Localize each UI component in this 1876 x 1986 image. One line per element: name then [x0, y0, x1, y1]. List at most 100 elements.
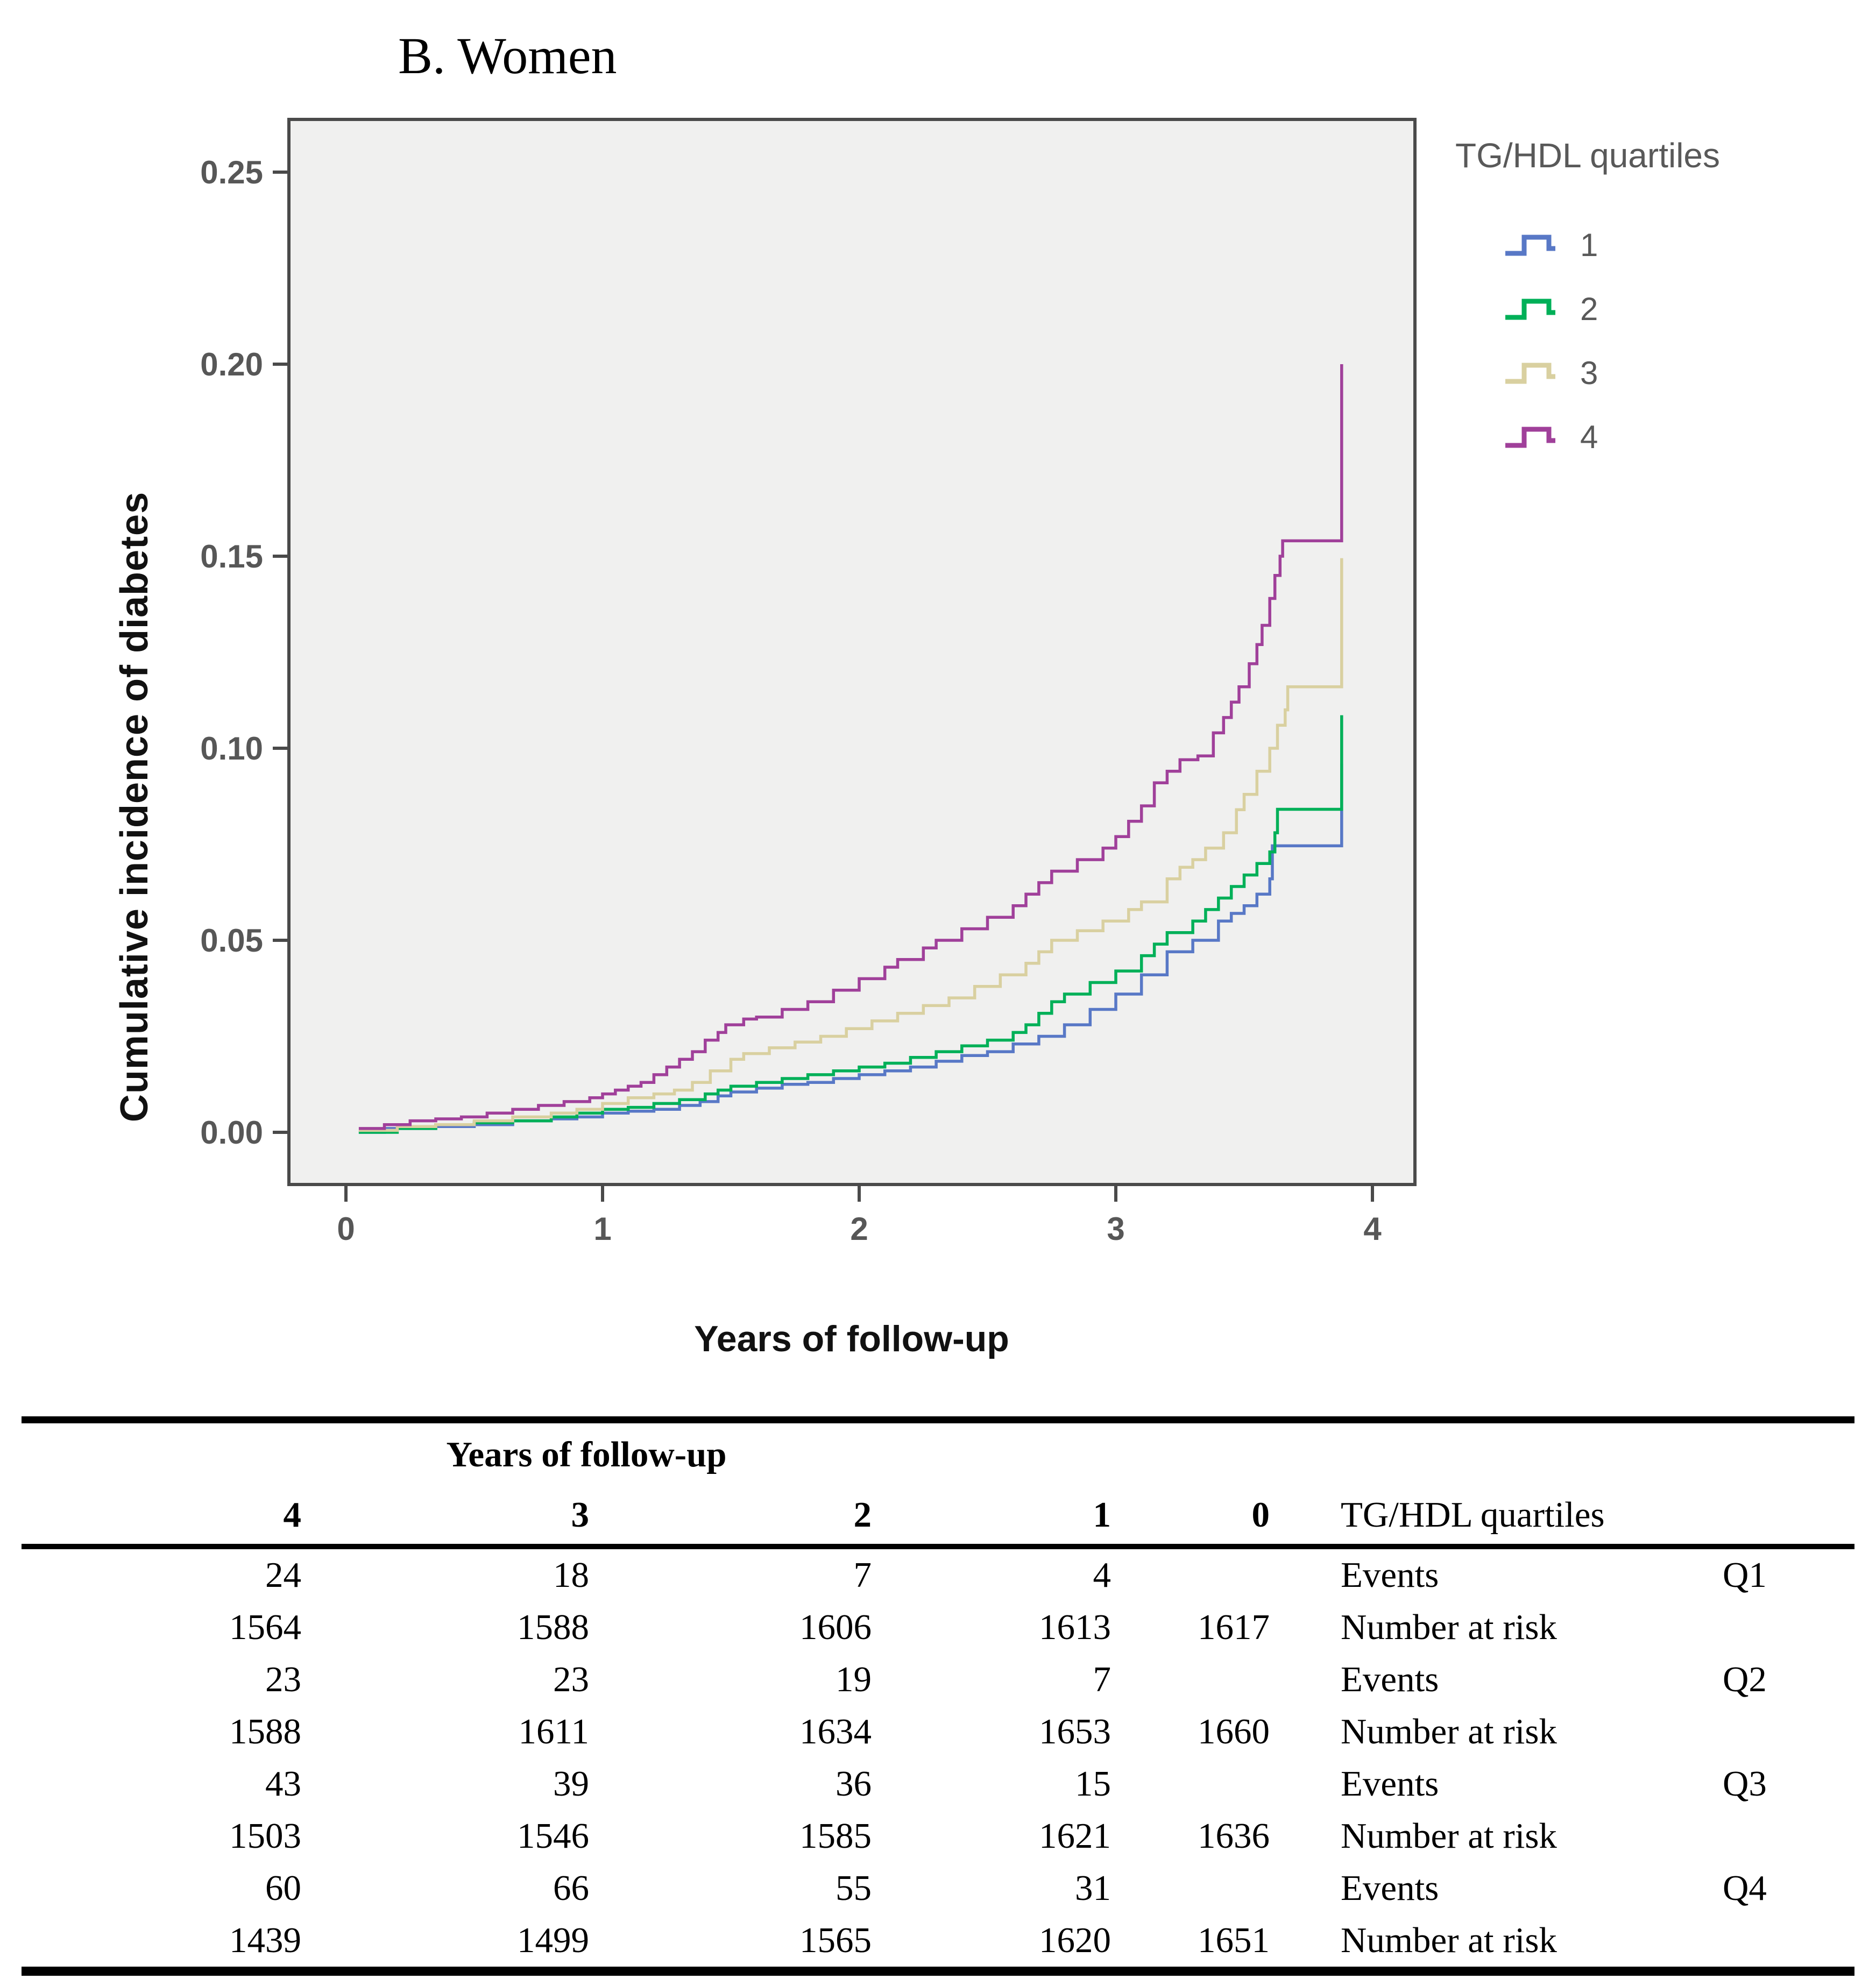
spacer-cell [1270, 1420, 1700, 1486]
y-tick-label: 0.15 [200, 538, 263, 574]
legend-item-label: 3 [1580, 355, 1598, 391]
row-label-cell: Number at risk [1341, 1607, 1557, 1647]
legend-item-label: 4 [1580, 419, 1598, 455]
table-row: 1439 1499 1565 1620 1651 Number at risk [22, 1914, 1854, 1971]
panel-title: B. Women [398, 27, 617, 84]
row-label-cell: Events [1341, 1764, 1439, 1804]
value-cell: 1620 [1039, 1920, 1111, 1960]
column-header-1: 1 [1093, 1494, 1112, 1535]
years-of-follow-up-header: Years of follow-up [446, 1434, 727, 1474]
column-header-tg-hdl-quartiles: TG/HDL quartiles [1341, 1494, 1605, 1535]
x-tick-label: 3 [1107, 1211, 1124, 1247]
series-line-quartile-3 [358, 558, 1343, 1132]
legend-title: TG/HDL quartiles [1455, 136, 1720, 175]
plot-area [287, 118, 1417, 1186]
value-cell: 1565 [799, 1920, 872, 1960]
quartile-label-cell [1700, 1706, 1854, 1758]
value-cell: 1439 [229, 1920, 301, 1960]
legend-item-quartile-2: 2 [1503, 277, 1720, 341]
series-line-quartile-2 [358, 715, 1343, 1134]
table-row: 43 39 36 15 Events Q3 [22, 1758, 1854, 1810]
value-cell: 36 [836, 1764, 872, 1804]
series-line-quartile-1 [358, 763, 1343, 1134]
value-cell: 1621 [1039, 1816, 1111, 1856]
column-header-2: 2 [853, 1494, 872, 1535]
quartile-label-cell [1700, 1914, 1854, 1971]
value-cell: 1660 [1198, 1712, 1270, 1751]
y-tick-label: 0.05 [200, 923, 263, 959]
quartile-label-cell [1700, 1601, 1854, 1654]
legend-item-quartile-3: 3 [1503, 341, 1720, 405]
table-row: 1588 1611 1634 1653 1660 Number at risk [22, 1706, 1854, 1758]
value-cell: 1653 [1039, 1712, 1111, 1751]
value-cell: 1634 [799, 1712, 872, 1751]
y-axis-title: Cumulative incidence of diabetes [113, 491, 156, 1123]
row-label-cell: Number at risk [1341, 1920, 1557, 1960]
table-row: 23 23 19 7 Events Q2 [22, 1654, 1854, 1706]
table-row: 1564 1588 1606 1613 1617 Number at risk [22, 1601, 1854, 1654]
legend-item-label: 1 [1580, 227, 1598, 263]
row-label-cell: Events [1341, 1868, 1439, 1908]
x-tick-label: 1 [593, 1211, 611, 1247]
step-line-icon [1505, 363, 1555, 384]
value-cell: 1611 [518, 1712, 589, 1751]
table-column-header-row: 4 3 2 1 0 TG/HDL quartiles [22, 1486, 1854, 1547]
x-tick-label: 2 [850, 1211, 868, 1247]
spacer-cell [1700, 1420, 1854, 1486]
column-header-0: 0 [1251, 1494, 1270, 1535]
value-cell: 1503 [229, 1816, 301, 1856]
step-line-icon [1505, 299, 1555, 320]
column-header-4: 4 [283, 1494, 302, 1535]
table-row: 1503 1546 1585 1621 1636 Number at risk [22, 1810, 1854, 1862]
quartile-label-cell [1700, 1810, 1854, 1862]
value-cell: 1499 [517, 1920, 589, 1960]
y-tick-label: 0.10 [200, 730, 263, 767]
x-tick-label: 4 [1363, 1211, 1382, 1247]
quartile-label-cell: Q2 [1723, 1659, 1767, 1699]
quartile-label-cell: Q3 [1723, 1764, 1767, 1804]
value-cell: 7 [1093, 1659, 1112, 1699]
quartile-label-cell: Q1 [1723, 1555, 1767, 1595]
cumulative-incidence-chart: 0.00 0.05 0.10 0.15 0.20 0.25 0 1 2 3 4 [200, 118, 1417, 1247]
value-cell: 4 [1093, 1555, 1112, 1595]
value-cell: 7 [853, 1555, 872, 1595]
value-cell [1111, 1547, 1270, 1601]
row-label-cell: Number at risk [1341, 1712, 1557, 1751]
series-line-quartile-4 [358, 364, 1343, 1130]
row-label-cell: Events [1341, 1555, 1439, 1595]
value-cell: 1546 [517, 1816, 589, 1856]
value-cell: 1651 [1198, 1920, 1270, 1960]
value-cell: 23 [265, 1659, 301, 1699]
value-cell [1111, 1862, 1270, 1914]
value-cell: 1588 [517, 1607, 589, 1647]
step-line-icon [1505, 427, 1555, 448]
legend-item-quartile-1: 1 [1503, 213, 1720, 277]
value-cell: 1585 [799, 1816, 872, 1856]
events-number-at-risk-table: Years of follow-up 4 3 2 1 0 TG/HDL quartiles … [22, 1416, 1854, 1976]
value-cell: 1613 [1039, 1607, 1111, 1647]
x-axis-title: Years of follow-up [694, 1318, 1009, 1359]
y-tick-label: 0.20 [200, 346, 263, 382]
spacer-cell [1111, 1420, 1270, 1486]
value-cell: 15 [1075, 1764, 1111, 1804]
step-line-icon [1505, 235, 1555, 256]
value-cell: 43 [265, 1764, 301, 1804]
value-cell: 18 [553, 1555, 589, 1595]
value-cell: 55 [836, 1868, 872, 1908]
spacer-cell [872, 1420, 1111, 1486]
value-cell: 1617 [1198, 1607, 1270, 1647]
x-tick-label: 0 [337, 1211, 355, 1247]
legend-items: 1 2 3 4 [1503, 213, 1720, 469]
legend-item-label: 2 [1580, 291, 1598, 327]
value-cell: 1588 [229, 1712, 301, 1751]
y-tick-label: 0.00 [200, 1115, 263, 1151]
column-header-3: 3 [571, 1494, 590, 1535]
y-tick-label: 0.25 [200, 154, 263, 190]
value-cell: 66 [553, 1868, 589, 1908]
column-header-blank [1700, 1486, 1854, 1547]
legend: TG/HDL quartiles 1 2 3 4 [1455, 136, 1720, 469]
table-group-header-row: Years of follow-up [22, 1420, 1854, 1486]
table-row: 60 66 55 31 Events Q4 [22, 1862, 1854, 1914]
row-label-cell: Number at risk [1341, 1816, 1557, 1856]
